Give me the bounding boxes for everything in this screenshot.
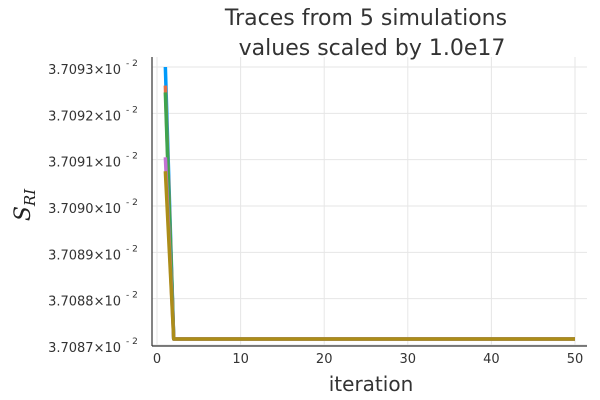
y-tick-label: 3.7090×10	[48, 202, 121, 217]
x-tick-label: 10	[232, 352, 249, 367]
series-lines	[163, 66, 575, 341]
x-tick-label: 30	[400, 352, 417, 367]
y-tick-exponent: - 2	[126, 152, 138, 162]
y-tick-exponent: - 2	[126, 105, 138, 115]
x-tick-label: 0	[153, 352, 161, 367]
series-line-3	[163, 92, 575, 341]
y-tick-exponent: - 2	[126, 291, 138, 301]
y-tick-label: 3.7092×10	[48, 109, 121, 124]
y-axis-label: SRI	[11, 188, 39, 221]
y-axis-label-main: S	[11, 206, 36, 221]
y-tick-label: 3.7087×10	[48, 341, 121, 356]
series-line-4	[163, 157, 575, 341]
y-tick-labels: 3.7087×10 - 2 3.7088×10 - 2 3.7089×10 - 2 3.70…	[48, 59, 138, 356]
y-tick-exponent: - 2	[126, 244, 138, 254]
series-line-2	[163, 85, 575, 341]
x-tick-labels: 0 10 20 30 40 50	[153, 352, 583, 367]
x-tick-label: 20	[316, 352, 333, 367]
x-axis-label: iteration	[329, 372, 414, 396]
chart-title: Traces from 5 simulations	[224, 6, 507, 31]
y-tick-label: 3.7093×10	[48, 63, 121, 78]
series-line-5	[163, 171, 575, 341]
x-tick-label: 50	[567, 352, 584, 367]
y-tick-label: 3.7089×10	[48, 248, 121, 263]
y-tick-exponent: - 2	[126, 59, 138, 69]
y-tick-label: 3.7088×10	[48, 295, 121, 310]
grid	[152, 57, 587, 346]
y-tick-exponent: - 2	[126, 198, 138, 208]
chart-subtitle: values scaled by 1.0e17	[239, 36, 506, 61]
y-axis-label-sub: RI	[21, 188, 39, 207]
x-tick-label: 40	[483, 352, 500, 367]
y-tick-exponent: - 2	[126, 337, 138, 347]
y-tick-label: 3.7091×10	[48, 156, 121, 171]
